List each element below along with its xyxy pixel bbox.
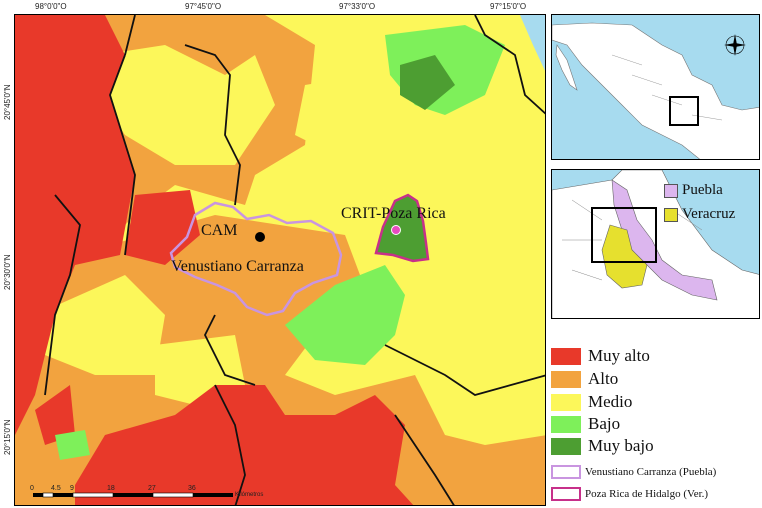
legend-item: Bajo	[551, 414, 620, 434]
legend-item: Muy bajo	[551, 436, 654, 456]
legend-swatch	[551, 437, 581, 455]
legend-item: Muy alto	[551, 346, 650, 366]
veracruz-swatch	[664, 207, 678, 222]
scale-tick: 4.5	[51, 485, 61, 492]
legend-swatch	[551, 415, 581, 433]
legend-label: Bajo	[588, 414, 621, 433]
inset-legend-puebla: Puebla	[664, 182, 723, 199]
zone-muy-alto	[125, 190, 200, 265]
border-line	[203, 314, 256, 386]
inset-mexico[interactable]	[551, 14, 760, 160]
zone-medio	[35, 275, 165, 375]
zone-muy-bajo	[400, 55, 455, 110]
boundary-swatch	[551, 487, 581, 501]
sea-area	[520, 15, 545, 71]
legend-boundary-item: Venustiano Carranza (Puebla)	[551, 465, 716, 479]
zone-medio	[295, 75, 375, 155]
border-line	[474, 15, 545, 115]
scale-tick: 0	[30, 485, 34, 492]
inset-states[interactable]: Puebla Veracruz	[551, 169, 760, 319]
boundary-label: Poza Rica de Hidalgo (Ver.)	[585, 488, 709, 500]
boundary-label: Venustiano Carranza (Puebla)	[585, 466, 717, 478]
legend-swatch	[551, 370, 581, 388]
scale-tick: 9	[70, 485, 74, 492]
inset-legend-veracruz: Veracruz	[664, 206, 735, 223]
legend-label: Muy alto	[588, 346, 650, 365]
state-lines	[611, 54, 723, 121]
legend-item: Alto	[551, 369, 618, 389]
main-map[interactable]: CAM Venustiano Carranza CRIT-Poza Rica 0…	[14, 14, 546, 506]
venustiano-carranza-label: Venustiano Carranza	[171, 258, 304, 275]
longitude-label: 97°33'0"O	[339, 2, 376, 11]
legend-label: Muy bajo	[588, 436, 654, 455]
venustiano-carranza-boundary[interactable]	[169, 201, 343, 317]
legend-label: Alto	[588, 369, 619, 388]
zone-medio	[100, 45, 275, 165]
boundary-swatch	[551, 465, 581, 479]
region-box	[591, 207, 657, 263]
north-arrow-icon	[724, 34, 746, 56]
longitude-label: 97°15'0"O	[490, 2, 527, 11]
states-inset-svg	[552, 170, 759, 318]
scale-unit: Kilómetros	[235, 492, 264, 498]
zone-muy-alto	[15, 15, 135, 435]
border-line	[184, 44, 241, 206]
latitude-label: 20°45'0"N	[3, 84, 12, 120]
cam-marker[interactable]	[255, 232, 265, 242]
zone-bajo	[285, 265, 405, 365]
poza-rica-boundary[interactable]	[374, 193, 430, 263]
legend-boundary-item: Poza Rica de Hidalgo (Ver.)	[551, 487, 708, 501]
latitude-label: 20°15'0"N	[3, 419, 12, 455]
legend-swatch	[551, 347, 581, 365]
crit-poza-rica-label: CRIT-Poza Rica	[341, 205, 446, 222]
scale-bar	[33, 492, 233, 498]
border-line	[109, 54, 136, 256]
puebla-shape	[601, 224, 648, 289]
border-line	[394, 414, 455, 505]
legend-label: Medio	[588, 392, 633, 411]
puebla-label: Puebla	[682, 182, 723, 198]
mexico-inset-svg	[552, 22, 759, 159]
zone-medio	[395, 295, 545, 435]
scale-tick: 27	[148, 485, 156, 492]
longitude-label: 98°0'0"O	[35, 2, 67, 11]
latitude-label: 20°30'0"N	[3, 254, 12, 290]
scale-tick: 36	[188, 485, 196, 492]
mexico-landmass	[552, 22, 759, 159]
longitude-label: 97°45'0"O	[185, 2, 222, 11]
border-line	[44, 194, 81, 396]
border-line	[384, 344, 545, 396]
zone-muy-alto	[75, 385, 414, 505]
legend-swatch	[551, 393, 581, 411]
zone-muy-alto	[35, 385, 75, 445]
veracruz-label: Veracruz	[682, 206, 736, 222]
scale-tick: 18	[107, 485, 115, 492]
legend-item: Medio	[551, 392, 632, 412]
risk-map-svg	[15, 15, 545, 505]
baja-california	[555, 44, 578, 91]
crit-marker[interactable]	[391, 225, 401, 235]
border-line	[214, 384, 246, 505]
region-box	[669, 96, 699, 126]
cam-label: CAM	[201, 222, 238, 239]
zone-bajo	[55, 430, 90, 460]
puebla-swatch	[664, 183, 678, 198]
border-line	[124, 15, 136, 56]
state-lines	[562, 199, 703, 281]
